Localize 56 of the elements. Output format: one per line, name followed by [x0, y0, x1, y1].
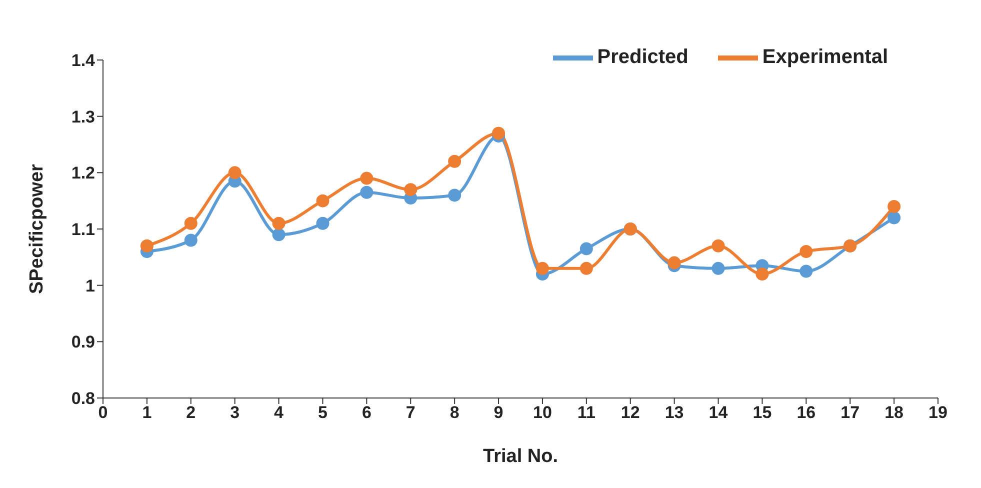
- point: [712, 239, 725, 252]
- point: [184, 216, 198, 230]
- legend-label: Experimental: [762, 46, 888, 68]
- point: [756, 268, 769, 281]
- x-tick-label: 1: [142, 403, 152, 422]
- x-tick-label: 7: [406, 403, 416, 422]
- point: [536, 262, 549, 275]
- x-tick-label: 9: [494, 403, 504, 422]
- x-tick-label: 5: [318, 403, 328, 422]
- point: [360, 186, 374, 199]
- x-tick-label: 13: [664, 403, 684, 422]
- y-tick-label: 0.9: [71, 332, 95, 352]
- y-tick-label: 1: [86, 276, 95, 296]
- x-tick-label: 17: [840, 403, 860, 422]
- point: [668, 256, 681, 270]
- y-tick-label: 1.3: [71, 107, 95, 126]
- point: [184, 234, 198, 247]
- point: [316, 216, 330, 230]
- y-tick-label: 0.8: [71, 389, 95, 408]
- x-tick-label: 19: [928, 403, 948, 422]
- x-tick-label: 4: [274, 403, 284, 422]
- point: [316, 194, 330, 208]
- x-tick-label: 16: [796, 403, 816, 422]
- x-tick-label: 15: [752, 403, 772, 422]
- x-tick-label: 12: [620, 403, 640, 422]
- point: [888, 200, 901, 213]
- x-tick-label: 2: [186, 403, 196, 422]
- point: [272, 216, 286, 230]
- point: [272, 228, 286, 242]
- point: [228, 166, 242, 180]
- x-tick-label: 18: [884, 403, 904, 422]
- y-tick-label: 1.2: [71, 164, 95, 183]
- x-tick-label: 0: [98, 403, 108, 422]
- x-tick-label: 3: [230, 403, 240, 422]
- point: [712, 262, 725, 275]
- x-tick-label: 14: [708, 403, 728, 422]
- x-tick-label: 11: [577, 403, 596, 422]
- y-tick-label: 1.4: [71, 51, 96, 70]
- point: [800, 264, 813, 278]
- point: [580, 242, 593, 256]
- x-tick-label: 10: [533, 403, 552, 422]
- point: [448, 154, 462, 168]
- legend-label: Predicted: [597, 46, 688, 68]
- point: [888, 211, 901, 224]
- x-tick-label: 6: [362, 403, 372, 422]
- y-axis-title: SPecificpower: [26, 163, 48, 294]
- x-tick-label: 8: [450, 403, 460, 422]
- point: [492, 126, 506, 140]
- y-tick-label: 1.1: [71, 220, 95, 240]
- point: [448, 188, 462, 202]
- x-axis-title: Trial No.: [483, 446, 558, 467]
- point: [404, 183, 418, 196]
- point: [580, 262, 593, 275]
- point: [360, 172, 374, 185]
- point: [800, 245, 813, 258]
- point: [140, 239, 154, 252]
